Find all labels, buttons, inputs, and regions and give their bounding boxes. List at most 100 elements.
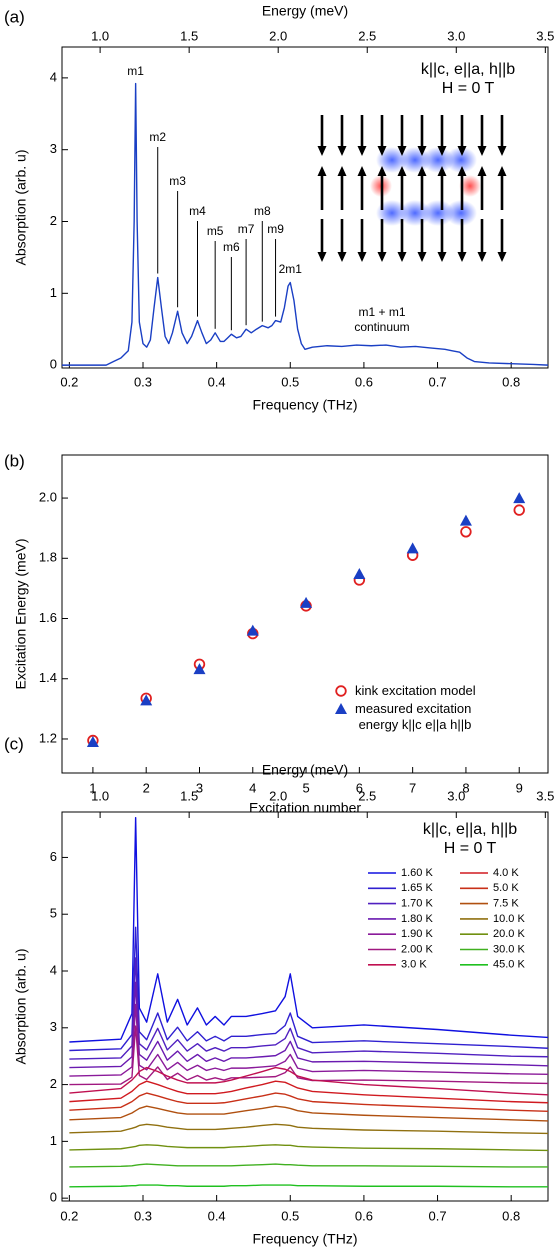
legend-label: 3.0 K <box>401 959 427 971</box>
triangle-marker <box>86 735 99 747</box>
triangle-marker <box>300 596 313 608</box>
spin-arrow-head <box>317 252 327 262</box>
x-tick-label: 0.5 <box>281 1208 299 1223</box>
spin-arrow-head <box>497 146 507 156</box>
x2-tick-label: 3.0 <box>447 28 465 43</box>
spin-arrow-head <box>497 252 507 262</box>
x-tick-label: 0.3 <box>134 1208 152 1223</box>
spectrum-line <box>62 82 549 366</box>
peak-label: m4 <box>189 204 206 218</box>
x2-tick-label: 3.5 <box>536 788 554 803</box>
legend-label: 45.0 K <box>493 959 525 971</box>
annotation-text: m1 + m1 continuum <box>354 305 410 334</box>
legend-label: 7.5 K <box>493 898 519 910</box>
magnon-glow <box>422 200 454 226</box>
x-tick-label: 6 <box>356 780 363 795</box>
triangle-marker <box>513 492 526 504</box>
spectrum-line <box>69 1184 548 1188</box>
triangle-marker <box>335 703 347 714</box>
y-tick-label: 1 <box>50 285 57 300</box>
x-tick-label: 0.2 <box>60 1208 78 1223</box>
spin-arrow-head <box>357 146 367 156</box>
spin-arrow-head <box>437 252 447 262</box>
y-axis-title: Absorption (arb. u) <box>13 150 29 266</box>
x-tick-label: 8 <box>462 780 469 795</box>
x-axis-title: Frequency (THz) <box>252 1231 357 1247</box>
legend-label: 1.70 K <box>401 898 433 910</box>
y-tick-label: 0 <box>50 357 57 372</box>
spin-arrow-head <box>417 146 427 156</box>
y-tick-label: 6 <box>50 849 57 864</box>
x-tick-label: 1 <box>89 780 96 795</box>
spin-arrow-head <box>377 166 387 176</box>
spin-arrow-head <box>477 166 487 176</box>
spectrum-line <box>69 1092 549 1112</box>
x2-tick-label: 1.0 <box>91 788 109 803</box>
x-tick-label: 5 <box>302 780 309 795</box>
triangle-marker <box>459 514 472 526</box>
spectrum-line <box>69 1105 549 1122</box>
x2-axis-title: Energy (meV) <box>262 3 348 19</box>
x-tick-label: 0.7 <box>429 374 447 389</box>
circle-marker <box>460 526 472 538</box>
panel-label: (b) <box>4 451 25 470</box>
x-tick-label: 3 <box>196 780 203 795</box>
spectrum-line <box>69 1003 549 1077</box>
peak-label: 2m1 <box>279 262 303 276</box>
x-tick-label: 0.5 <box>281 374 299 389</box>
legend-label: 1.90 K <box>401 928 433 940</box>
legend-label: measured excitation energy k||c e||a h||… <box>355 701 472 732</box>
x-tick-label: 0.7 <box>429 1208 447 1223</box>
spin-arrow-head <box>477 146 487 156</box>
annotation-text: k||c, e||a, h||b H = 0 T <box>420 61 516 97</box>
x-tick-label: 0.8 <box>502 374 520 389</box>
y-tick-label: 2 <box>50 213 57 228</box>
panel-label: (a) <box>4 7 25 26</box>
x2-tick-label: 3.5 <box>536 28 554 43</box>
spectrum-line <box>69 981 549 1069</box>
spin-arrow-head <box>417 166 427 176</box>
spectrum-line <box>69 1025 549 1086</box>
y-tick-label: 1.8 <box>39 550 57 565</box>
y-tick-label: 0 <box>50 1190 57 1205</box>
legend-label: kink excitation model <box>355 683 476 698</box>
spin-arrow-head <box>397 252 407 262</box>
peak-label: m9 <box>267 222 284 236</box>
spin-arrow-head <box>317 146 327 156</box>
plot-frame <box>61 454 549 774</box>
y-tick-label: 3 <box>50 1019 57 1034</box>
magnon-glow <box>422 147 454 173</box>
legend-label: 1.60 K <box>401 867 433 879</box>
y-axis-title: Excitation Energy (meV) <box>13 539 29 690</box>
spin-arrow-head <box>397 166 407 176</box>
y-tick-label: 1.4 <box>39 670 57 685</box>
spin-arrow-head <box>437 166 447 176</box>
peak-label: m3 <box>169 174 186 188</box>
spectrum-line <box>69 1080 549 1104</box>
spin-arrow-head <box>357 252 367 262</box>
legend-label: 10.0 K <box>493 913 525 925</box>
legend-label: 5.0 K <box>493 882 519 894</box>
legend-label: 4.0 K <box>493 867 519 879</box>
x2-axis-title: Energy (meV) <box>262 762 348 778</box>
spectrum-line <box>69 1066 549 1096</box>
x-tick-label: 0.4 <box>208 374 226 389</box>
spin-arrow-head <box>337 166 347 176</box>
spectrum-line <box>69 1163 548 1168</box>
x-tick-label: 0.3 <box>134 374 152 389</box>
legend-label: 2.00 K <box>401 943 433 955</box>
spin-arrow-head <box>477 252 487 262</box>
y-tick-label: 2.0 <box>39 490 57 505</box>
spin-arrow-head <box>337 252 347 262</box>
spin-arrow-head <box>437 146 447 156</box>
spin-arrow-head <box>337 146 347 156</box>
y-tick-label: 1 <box>50 1133 57 1148</box>
spectrum-line <box>69 1144 549 1152</box>
spectrum-line <box>69 926 549 1052</box>
x-axis-title: Excitation number <box>249 800 361 816</box>
y-tick-label: 3 <box>50 141 57 156</box>
panel-label: (c) <box>4 734 24 753</box>
x2-tick-label: 3.0 <box>447 788 465 803</box>
